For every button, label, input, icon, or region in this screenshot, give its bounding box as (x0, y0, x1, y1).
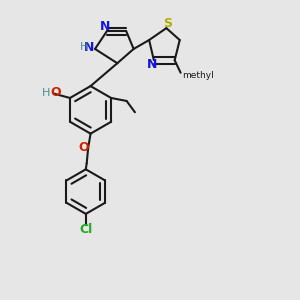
Text: N: N (84, 41, 94, 54)
Text: O: O (79, 141, 89, 154)
Text: O: O (51, 86, 61, 99)
Text: methyl: methyl (182, 71, 214, 80)
Text: H: H (80, 43, 88, 52)
Text: N: N (147, 58, 158, 71)
Text: S: S (163, 17, 172, 31)
Text: Cl: Cl (79, 223, 92, 236)
Text: H: H (42, 88, 50, 98)
Text: N: N (100, 20, 110, 33)
